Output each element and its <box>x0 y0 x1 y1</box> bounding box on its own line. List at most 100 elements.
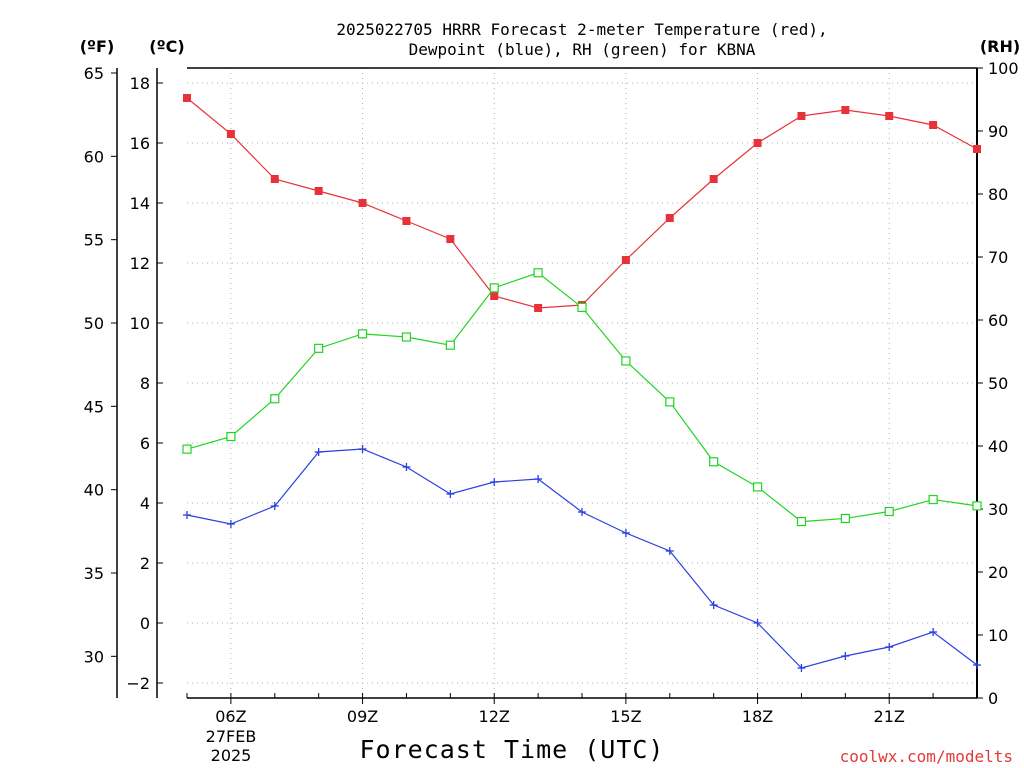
fahrenheit-tick-label: 65 <box>84 64 104 83</box>
x-tick-label: 12Z <box>479 707 510 726</box>
temperature-point <box>534 304 543 312</box>
series-layer <box>182 94 982 672</box>
dewpoint-point <box>797 664 806 672</box>
credit-text: coolwx.com/modelts <box>840 747 1013 766</box>
date-label-day: 27FEB <box>206 727 257 746</box>
rh-tick-label: 30 <box>988 500 1008 519</box>
rh-tick-label: 50 <box>988 374 1008 393</box>
dewpoint-point <box>490 478 499 486</box>
rh-point <box>533 268 543 278</box>
temperature-point <box>402 217 411 225</box>
dewpoint-point <box>446 490 455 498</box>
dewpoint-point <box>314 448 323 456</box>
rh-point <box>314 343 324 353</box>
rh-point <box>182 444 192 454</box>
rh-tick-label: 100 <box>988 59 1019 78</box>
temperature-point <box>183 94 191 102</box>
fahrenheit-tick-label: 35 <box>84 564 104 583</box>
rh-point <box>972 501 982 511</box>
dewpoint-line <box>186 448 978 669</box>
celsius-tick-label: 4 <box>140 494 150 513</box>
rh-point <box>401 332 412 342</box>
temperature-point <box>885 112 894 120</box>
dewpoint-point <box>270 502 279 510</box>
celsius-tick-label: 16 <box>130 134 150 153</box>
rh-point <box>884 506 894 517</box>
rh-tick-label: 80 <box>988 185 1008 204</box>
celsius-tick-label: 2 <box>140 554 150 573</box>
temperature-point <box>973 145 981 153</box>
celsius-tick-label: 10 <box>130 314 150 333</box>
rh-point <box>796 516 807 527</box>
dewpoint-point <box>621 529 630 537</box>
temperature-point <box>621 256 630 264</box>
dewpoint-point <box>665 547 674 555</box>
dewpoint-point <box>929 628 938 636</box>
fahrenheit-axis-unit: (ºF) <box>80 37 115 56</box>
temperature-point <box>358 199 367 207</box>
celsius-tick-label: 12 <box>130 254 150 273</box>
rh-tick-label: 10 <box>988 626 1008 645</box>
dewpoint-point <box>534 475 543 483</box>
temperature-point <box>709 175 718 183</box>
rh-point <box>928 494 938 505</box>
rh-axis-unit: (RH) <box>980 37 1020 56</box>
rh-point <box>357 329 368 339</box>
fahrenheit-tick-label: 50 <box>84 314 104 333</box>
celsius-tick-label: 8 <box>140 374 150 393</box>
date-label-year: 2025 <box>211 746 252 765</box>
rh-point <box>577 302 587 312</box>
celsius-tick-label: 14 <box>130 194 150 213</box>
rh-tick-label: 90 <box>988 122 1008 141</box>
celsius-tick-label: 6 <box>140 434 150 453</box>
rh-tick-label: 60 <box>988 311 1008 330</box>
x-tick-label: 18Z <box>742 707 773 726</box>
dewpoint-point <box>973 661 981 669</box>
rh-tick-label: 40 <box>988 437 1008 456</box>
rh-point <box>270 394 280 404</box>
rh-point <box>489 283 499 293</box>
fahrenheit-tick-label: 45 <box>84 397 104 416</box>
fahrenheit-tick-label: 30 <box>84 647 104 666</box>
dewpoint-point <box>226 520 235 528</box>
x-tick-label: 09Z <box>347 707 378 726</box>
temperature-point <box>226 130 235 138</box>
x-axis-title: Forecast Time (UTC) <box>360 735 665 764</box>
celsius-tick-label: −2 <box>126 674 150 693</box>
temperature-point <box>841 106 850 114</box>
fahrenheit-tick-label: 55 <box>84 231 104 250</box>
rh-point <box>621 356 631 366</box>
temperature-point <box>665 214 674 222</box>
rh-point <box>752 482 763 492</box>
x-tick-label: 06Z <box>215 707 246 726</box>
x-tick-label: 15Z <box>610 707 641 726</box>
rh-tick-label: 20 <box>988 563 1008 582</box>
rh-tick-label: 0 <box>988 689 998 708</box>
rh-tick-label: 70 <box>988 248 1008 267</box>
rh-point <box>665 397 675 407</box>
x-tick-label: 21Z <box>874 707 905 726</box>
dewpoint-point <box>358 445 367 453</box>
dewpoint-point <box>753 619 762 627</box>
temperature-point <box>929 121 938 129</box>
gridlines <box>187 68 977 698</box>
fahrenheit-tick-label: 60 <box>84 147 104 166</box>
temperature-point <box>314 187 323 195</box>
dewpoint-point <box>183 511 191 519</box>
temperature-point <box>753 139 762 147</box>
celsius-tick-label: 18 <box>130 74 150 93</box>
chart-title-line-1: 2025022705 HRRR Forecast 2-meter Tempera… <box>336 20 827 39</box>
celsius-tick-label: 0 <box>140 614 150 633</box>
dewpoint-point <box>402 463 411 471</box>
temperature-point <box>490 292 499 300</box>
temperature-point <box>797 112 806 120</box>
temperature-point <box>446 235 455 243</box>
temperature-point <box>270 175 279 183</box>
chart-title-line-2: Dewpoint (blue), RH (green) for KBNA <box>409 40 756 59</box>
axes: −2 0 2 4 6 8 10 12 14 16 18 30 35 40 45 50 55 60 65 0 10 20 30… <box>84 59 1019 726</box>
celsius-axis-unit: (ºC) <box>149 37 184 56</box>
rh-point <box>445 340 455 350</box>
dewpoint-point <box>841 652 850 660</box>
